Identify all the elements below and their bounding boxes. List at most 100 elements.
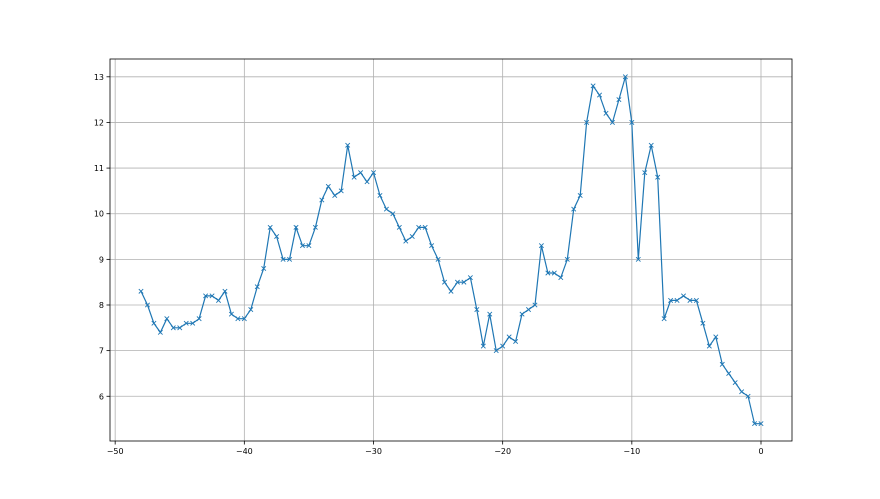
data-point-marker	[248, 307, 254, 313]
x-tick-label: 0	[758, 447, 763, 456]
data-point-marker	[203, 293, 209, 299]
data-point-marker	[506, 334, 512, 340]
plot-frame	[109, 58, 793, 442]
data-point-marker	[416, 224, 422, 230]
data-point-marker	[597, 92, 603, 98]
data-point-marker	[254, 284, 260, 290]
y-tick-label: 10	[94, 210, 104, 219]
data-point-marker	[752, 421, 758, 427]
data-point-marker	[545, 270, 551, 276]
y-tick-label: 7	[99, 347, 104, 356]
data-point-marker	[519, 311, 525, 317]
data-point-marker	[687, 297, 693, 303]
data-point-marker	[144, 302, 150, 308]
series-line	[140, 76, 761, 425]
data-point-marker	[454, 279, 460, 285]
data-point-marker	[603, 110, 609, 116]
data-point-marker	[157, 329, 163, 335]
grid	[110, 59, 792, 441]
data-point-marker	[370, 170, 377, 176]
data-point-marker	[467, 275, 473, 281]
data-point-marker	[622, 74, 628, 80]
data-point-marker	[215, 297, 222, 303]
data-point-marker	[319, 197, 325, 203]
y-tick-label: 13	[94, 73, 104, 82]
data-point-marker	[345, 142, 351, 148]
series-line-group	[138, 74, 764, 427]
data-point-marker	[500, 343, 506, 349]
data-point-marker	[170, 325, 176, 331]
data-point-marker	[306, 243, 312, 249]
data-point-marker	[222, 288, 228, 294]
data-point-marker	[629, 119, 635, 125]
data-point-marker	[571, 206, 577, 212]
x-tick-label: −10	[623, 447, 640, 456]
data-point-marker	[209, 293, 215, 299]
data-point-marker	[616, 97, 622, 103]
data-point-marker	[661, 316, 667, 322]
data-point-marker	[635, 256, 641, 262]
data-point-marker	[609, 119, 615, 125]
data-point-marker	[190, 320, 196, 326]
data-point-marker	[648, 142, 654, 148]
data-point-marker	[274, 234, 280, 240]
data-point-marker	[551, 270, 557, 276]
data-point-marker	[693, 297, 699, 303]
data-point-marker	[183, 320, 189, 326]
y-tick-label: 11	[94, 164, 104, 173]
data-point-marker	[474, 307, 480, 313]
data-point-marker	[525, 307, 532, 313]
data-point-marker	[758, 421, 764, 427]
data-point-marker	[538, 243, 544, 249]
data-point-marker	[396, 224, 402, 230]
x-tick-label: −40	[236, 447, 253, 456]
x-tick-label: −50	[107, 447, 124, 456]
data-point-marker	[377, 192, 383, 198]
data-point-marker	[706, 343, 712, 349]
data-point-marker	[513, 338, 519, 345]
data-point-marker	[409, 234, 415, 240]
data-point-marker	[655, 174, 661, 180]
y-tick-label: 12	[94, 118, 104, 127]
data-point-marker	[287, 256, 293, 262]
data-point-marker	[299, 243, 305, 249]
data-point-marker	[493, 348, 499, 354]
y-tick-label: 8	[99, 301, 104, 310]
data-point-marker	[177, 325, 183, 331]
data-point-marker	[293, 224, 299, 230]
data-point-marker	[564, 256, 570, 262]
data-point-marker	[558, 275, 564, 281]
data-point-marker	[241, 316, 247, 322]
data-point-marker	[487, 311, 493, 317]
data-point-marker	[358, 170, 364, 176]
data-point-marker	[280, 256, 286, 262]
data-point-marker	[700, 320, 706, 326]
data-point-marker	[674, 297, 680, 303]
data-point-marker	[532, 302, 538, 308]
data-point-marker	[403, 238, 409, 244]
y-tick-label: 9	[99, 255, 104, 264]
data-point-marker	[726, 370, 732, 376]
y-tick-label: 6	[99, 392, 104, 401]
x-tick-label: −20	[494, 447, 511, 456]
data-point-marker	[151, 320, 157, 326]
data-point-marker	[338, 188, 344, 194]
data-point-marker	[577, 192, 583, 198]
data-point-marker	[719, 361, 725, 367]
data-point-marker	[584, 119, 590, 125]
data-point-marker	[196, 316, 202, 322]
data-point-marker	[138, 288, 144, 294]
data-point-marker	[390, 211, 396, 217]
data-point-marker	[590, 83, 596, 89]
data-point-marker	[713, 334, 719, 340]
data-point-marker	[680, 293, 687, 299]
data-point-marker	[351, 174, 357, 180]
data-point-marker	[383, 206, 389, 212]
data-point-marker	[745, 393, 751, 399]
data-point-marker	[642, 170, 648, 176]
data-point-marker	[261, 265, 267, 272]
data-point-marker	[480, 343, 486, 349]
data-point-marker	[732, 380, 738, 386]
data-point-marker	[668, 297, 674, 303]
